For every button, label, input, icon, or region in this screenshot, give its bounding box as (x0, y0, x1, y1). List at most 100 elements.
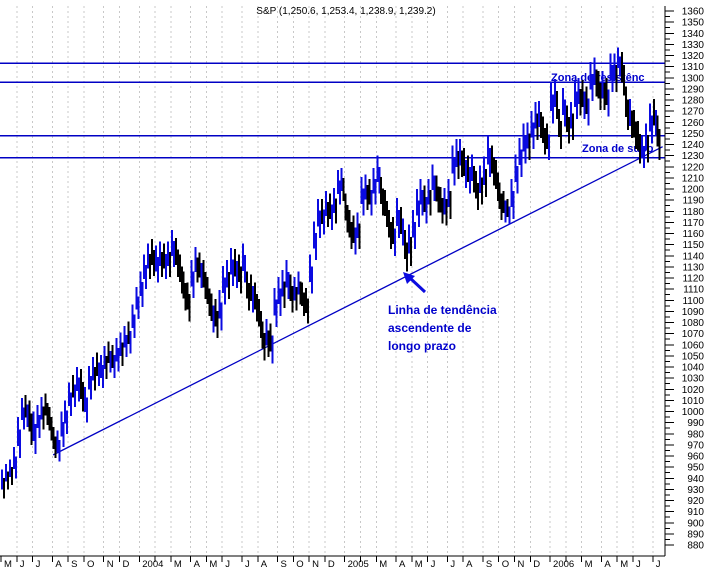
y-axis-label: 1350 (682, 18, 705, 29)
price-bar (629, 98, 632, 127)
price-bar (295, 286, 298, 311)
price-bar (56, 430, 59, 453)
x-axis-label: S (71, 559, 77, 570)
price-bar (496, 172, 499, 202)
price-bar (461, 150, 464, 177)
price-bar (526, 122, 529, 149)
price-bar (544, 128, 547, 155)
price-bar (115, 338, 118, 362)
price-bar (413, 221, 416, 250)
y-axis-label: 1000 (682, 407, 705, 418)
y-axis-label: 1140 (682, 251, 704, 262)
x-axis-label: D (123, 559, 130, 570)
price-bar (159, 241, 161, 267)
price-bar (334, 198, 337, 224)
price-bar (87, 365, 90, 390)
y-axis-label: 1280 (682, 96, 705, 107)
price-bar (494, 160, 497, 189)
price-bar (149, 254, 152, 280)
price-bar (548, 134, 551, 161)
price-bar (607, 89, 610, 117)
price-bar (52, 427, 55, 449)
price-bar (42, 406, 45, 430)
price-bar (595, 69, 598, 97)
price-bar (238, 254, 240, 282)
price-bar (613, 53, 616, 81)
price-bar (640, 136, 643, 159)
price-bar (155, 245, 158, 272)
price-bar (40, 397, 43, 420)
price-bar (540, 112, 543, 138)
gridlines-layer (16, 6, 654, 556)
trendline-label-line1: Linha de tendência (388, 303, 497, 317)
price-bar (22, 407, 25, 430)
price-bar (623, 65, 626, 96)
price-bar (502, 191, 505, 214)
price-bar (394, 228, 397, 256)
y-axis-label: 1320 (682, 51, 705, 62)
price-bar (364, 174, 367, 200)
price-bar (38, 414, 41, 439)
price-bar (285, 260, 288, 288)
price-bar (139, 271, 142, 297)
y-axis-label: 1040 (682, 363, 705, 374)
x-axis-label: O (87, 559, 94, 570)
price-bar (202, 260, 205, 288)
price-bar (382, 188, 385, 216)
price-bar (34, 424, 37, 454)
price-bar (445, 199, 448, 226)
price-bar (427, 178, 430, 205)
price-bar (174, 237, 177, 266)
price-bar (522, 123, 525, 152)
price-bar (530, 111, 533, 138)
x-axis-label: M (620, 559, 628, 570)
x-axis-label: J (431, 559, 436, 570)
axes-layer: 1360135013401330132013101300129012801270… (0, 6, 704, 570)
price-bar (638, 133, 641, 164)
y-axis-label: 1060 (682, 340, 705, 351)
price-bar (328, 193, 331, 220)
price-bar (636, 121, 639, 151)
y-axis-label: 1090 (682, 307, 705, 318)
price-bar (301, 282, 304, 306)
price-bar (66, 410, 69, 434)
price-bar (320, 199, 323, 224)
price-bar (538, 101, 541, 127)
price-bar (121, 342, 124, 366)
price-bar (141, 282, 144, 307)
price-bar (253, 282, 256, 310)
price-bar (18, 429, 21, 459)
price-bar (206, 276, 209, 305)
price-bar (561, 87, 564, 116)
y-axis-label: 880 (687, 541, 704, 552)
price-bar (342, 177, 345, 202)
price-bar (265, 319, 268, 346)
price-bar (388, 210, 391, 238)
price-bar (358, 223, 361, 250)
price-bar (603, 82, 606, 111)
price-bar (176, 249, 179, 277)
price-bar (403, 230, 406, 259)
price-bar (340, 167, 343, 192)
price-bar (184, 283, 187, 311)
price-bar (488, 147, 491, 177)
price-bar (506, 199, 509, 217)
price-bar (542, 116, 545, 144)
y-axis-label: 1250 (682, 129, 705, 140)
price-bar (648, 103, 651, 132)
price-bar (441, 197, 444, 224)
price-bar (170, 230, 173, 256)
y-axis-label: 1230 (682, 151, 705, 162)
y-axis-label: 1290 (682, 84, 705, 95)
x-axis-label: 2005 (348, 559, 369, 570)
price-bar (263, 333, 266, 361)
price-bar (4, 463, 7, 482)
price-bar (216, 310, 219, 339)
price-bar (567, 116, 570, 144)
x-axis-label: J (656, 559, 661, 570)
x-axis-label: A (261, 559, 268, 570)
price-bar (111, 344, 114, 369)
price-bar (593, 57, 596, 85)
price-bar (512, 191, 515, 220)
